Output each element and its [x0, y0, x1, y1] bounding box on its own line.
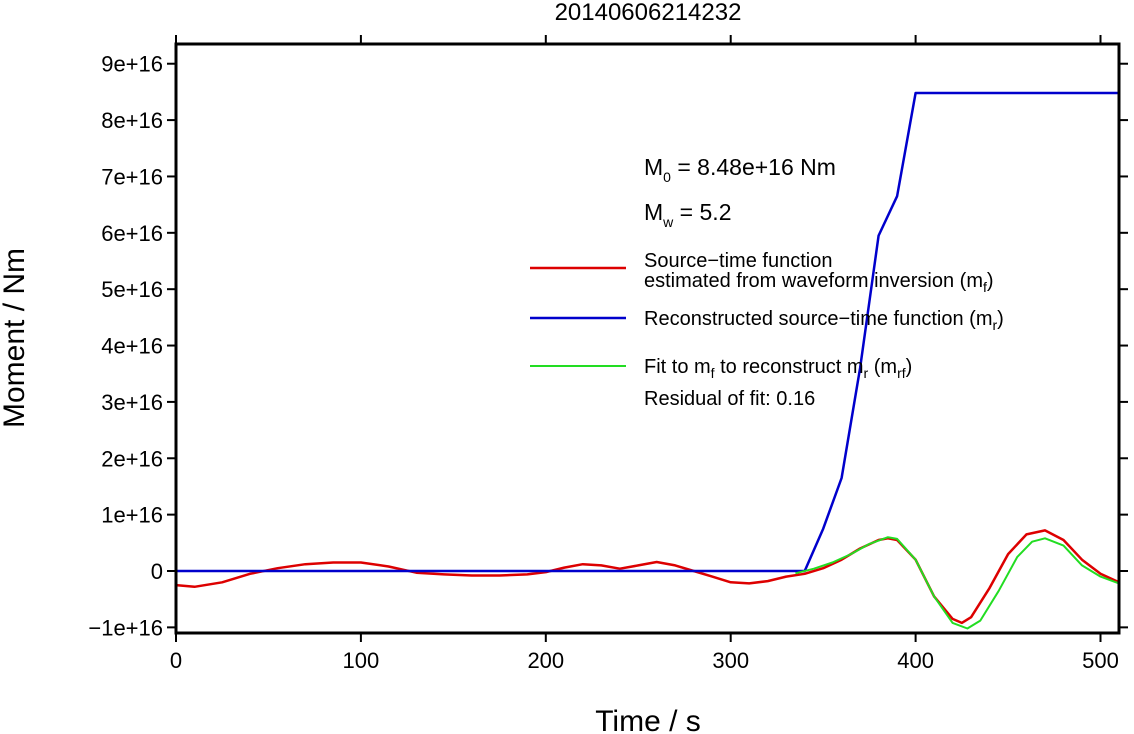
residual-annotation: Residual of fit: 0.16	[644, 388, 815, 410]
series-line-reconstructed	[176, 91, 1119, 573]
plot-frame	[174, 42, 1121, 635]
y-tick-label: 2e+16	[101, 446, 163, 471]
x-tick-label: 400	[897, 648, 934, 673]
y-tick-label: 6e+16	[101, 221, 163, 246]
y-tick-label: −1e+16	[88, 615, 163, 640]
y-tick-label: 7e+16	[101, 164, 163, 189]
y-tick-labels: −1e+16 0 1e+16 2e+16 3e+16 4e+16 5e+16 6e+16 7e+…	[88, 52, 163, 641]
series-line-source-time	[175, 529, 1120, 625]
x-tick-label: 300	[712, 648, 749, 673]
x-tick-label: 0	[170, 648, 182, 673]
axis-ticks	[167, 35, 1128, 642]
y-tick-label: 0	[151, 559, 163, 584]
legend-label-source-time-1: Source−time function	[644, 250, 832, 272]
x-axis-title: Time / s	[595, 705, 701, 734]
y-tick-label: 9e+16	[101, 52, 163, 77]
legend: Source−time function estimated from wave…	[530, 250, 1004, 410]
m0-annotation: M0 = 8.48e+16 Nm	[644, 154, 836, 185]
series-line-fit	[795, 536, 1120, 630]
y-tick-label: 4e+16	[101, 334, 163, 359]
x-tick-label: 200	[527, 648, 564, 673]
legend-label-fit: Fit to mf to reconstruct mr (mrf)	[644, 356, 912, 381]
x-tick-label: 100	[343, 648, 380, 673]
y-tick-label: 3e+16	[101, 390, 163, 415]
y-axis-title: Moment / Nm	[0, 248, 31, 428]
x-tick-label: 500	[1082, 648, 1119, 673]
y-tick-label: 8e+16	[101, 108, 163, 133]
legend-label-reconstructed: Reconstructed source−time function (mr)	[644, 308, 1004, 333]
y-tick-label: 1e+16	[101, 503, 163, 528]
mw-annotation: Mw = 5.2	[644, 199, 731, 230]
x-tick-labels: 0 100 200 300 400 500	[170, 648, 1119, 673]
legend-label-source-time-2: estimated from waveform inversion (mf)	[644, 270, 994, 295]
chart-title: 20140606214232	[555, 0, 742, 26]
series-lines	[175, 91, 1120, 630]
y-tick-label: 5e+16	[101, 277, 163, 302]
